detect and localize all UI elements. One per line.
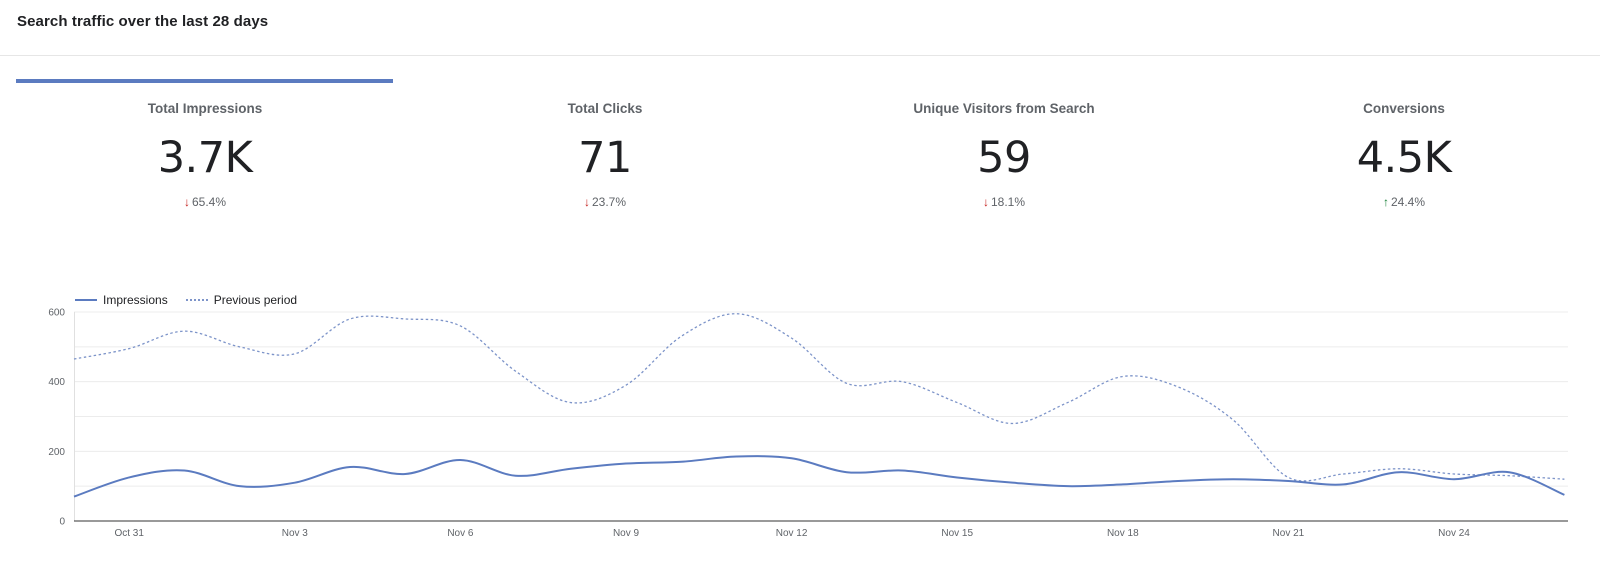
legend-label: Impressions — [103, 293, 168, 307]
kpi-delta-value: 23.7% — [591, 195, 627, 209]
x-tick-label: Oct 31 — [114, 528, 144, 539]
x-tick-label: Nov 3 — [282, 528, 309, 539]
x-tick-label: Nov 12 — [776, 528, 808, 539]
chart-legend: Impressions Previous period — [75, 292, 315, 308]
series-line-impressions — [73, 455, 1565, 498]
x-tick-label: Nov 9 — [613, 528, 640, 539]
legend-label: Previous period — [213, 293, 298, 307]
arrow-down-icon: ↓ — [583, 195, 590, 209]
y-tick-label: 600 — [48, 308, 65, 319]
legend-item-previous-period[interactable]: Previous period — [185, 293, 298, 307]
kpi-conversions[interactable]: Conversions 4.5K ↑ 24.4% — [1214, 100, 1594, 210]
kpi-delta-value: 65.4% — [191, 195, 227, 209]
kpi-delta: ↓ 65.4% — [15, 194, 395, 210]
x-tick-label: Nov 15 — [941, 528, 973, 539]
selected-tab-indicator — [16, 79, 393, 83]
x-tick-label: Nov 24 — [1438, 528, 1470, 539]
kpi-value: 3.7K — [157, 133, 253, 183]
x-tick-label: Nov 6 — [447, 528, 474, 539]
kpi-value: 4.5K — [1356, 133, 1452, 183]
legend-item-impressions[interactable]: Impressions — [75, 293, 168, 307]
legend-swatch-solid — [75, 299, 97, 301]
kpi-delta-value: 24.4% — [1390, 195, 1426, 209]
arrow-up-icon: ↑ — [1382, 195, 1389, 209]
kpi-delta: ↑ 24.4% — [1214, 194, 1594, 210]
kpi-total-impressions[interactable]: Total Impressions 3.7K ↓ 65.4% — [15, 100, 395, 210]
kpi-delta-value: 18.1% — [990, 195, 1026, 209]
y-tick-label: 0 — [59, 517, 65, 528]
kpi-value: 59 — [977, 133, 1031, 183]
kpi-delta: ↓ 23.7% — [415, 194, 795, 210]
y-tick-label: 200 — [48, 447, 65, 458]
x-tick-label: Nov 21 — [1273, 528, 1305, 539]
y-tick-label: 400 — [48, 377, 65, 388]
kpi-total-clicks[interactable]: Total Clicks 71 ↓ 23.7% — [415, 100, 795, 210]
kpi-label: Conversions — [1363, 101, 1445, 116]
kpi-label: Unique Visitors from Search — [913, 101, 1095, 116]
kpi-label: Total Impressions — [147, 101, 263, 116]
kpi-delta: ↓ 18.1% — [814, 194, 1194, 210]
series-line-previous-period — [73, 313, 1565, 482]
arrow-down-icon: ↓ — [183, 195, 190, 209]
kpi-value: 71 — [578, 133, 632, 183]
arrow-down-icon: ↓ — [982, 195, 989, 209]
x-tick-label: Nov 18 — [1107, 528, 1139, 539]
kpi-label: Total Clicks — [567, 101, 643, 116]
card-header: Search traffic over the last 28 days — [0, 0, 1600, 56]
legend-swatch-dotted — [185, 299, 208, 301]
card-title: Search traffic over the last 28 days — [17, 13, 269, 30]
kpi-unique-visitors[interactable]: Unique Visitors from Search 59 ↓ 18.1% — [814, 100, 1194, 210]
